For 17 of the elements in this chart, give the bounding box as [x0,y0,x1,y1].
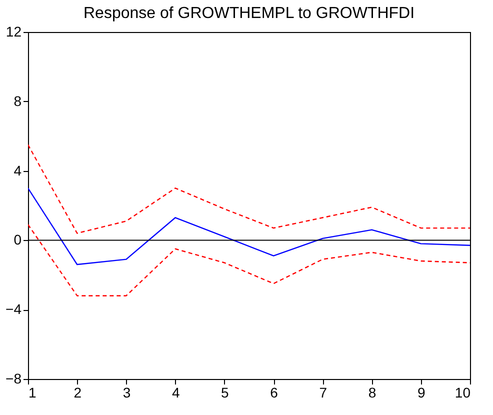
y-tick-label: 8 [14,92,22,109]
x-tick-label: 3 [122,384,131,400]
x-tick-label: 7 [319,384,328,400]
x-tick-label: 10 [454,384,471,400]
x-tick-label: 6 [270,384,278,400]
chart-title: Response of GROWTHEMPL to GROWTHFDI [83,5,415,22]
x-tick-label: 9 [417,384,426,400]
y-tick-label: −8 [6,370,22,386]
y-tick-label: 0 [14,232,22,248]
x-tick-label: 2 [74,384,82,400]
y-tick-label: 12 [6,24,22,40]
x-tick-label: 5 [221,384,230,400]
y-tick-label: −4 [6,301,22,318]
x-tick-label: 4 [172,384,180,400]
x-tick-label: 1 [28,384,36,400]
y-tick-label: 4 [14,162,22,178]
x-tick-label: 8 [368,384,376,400]
